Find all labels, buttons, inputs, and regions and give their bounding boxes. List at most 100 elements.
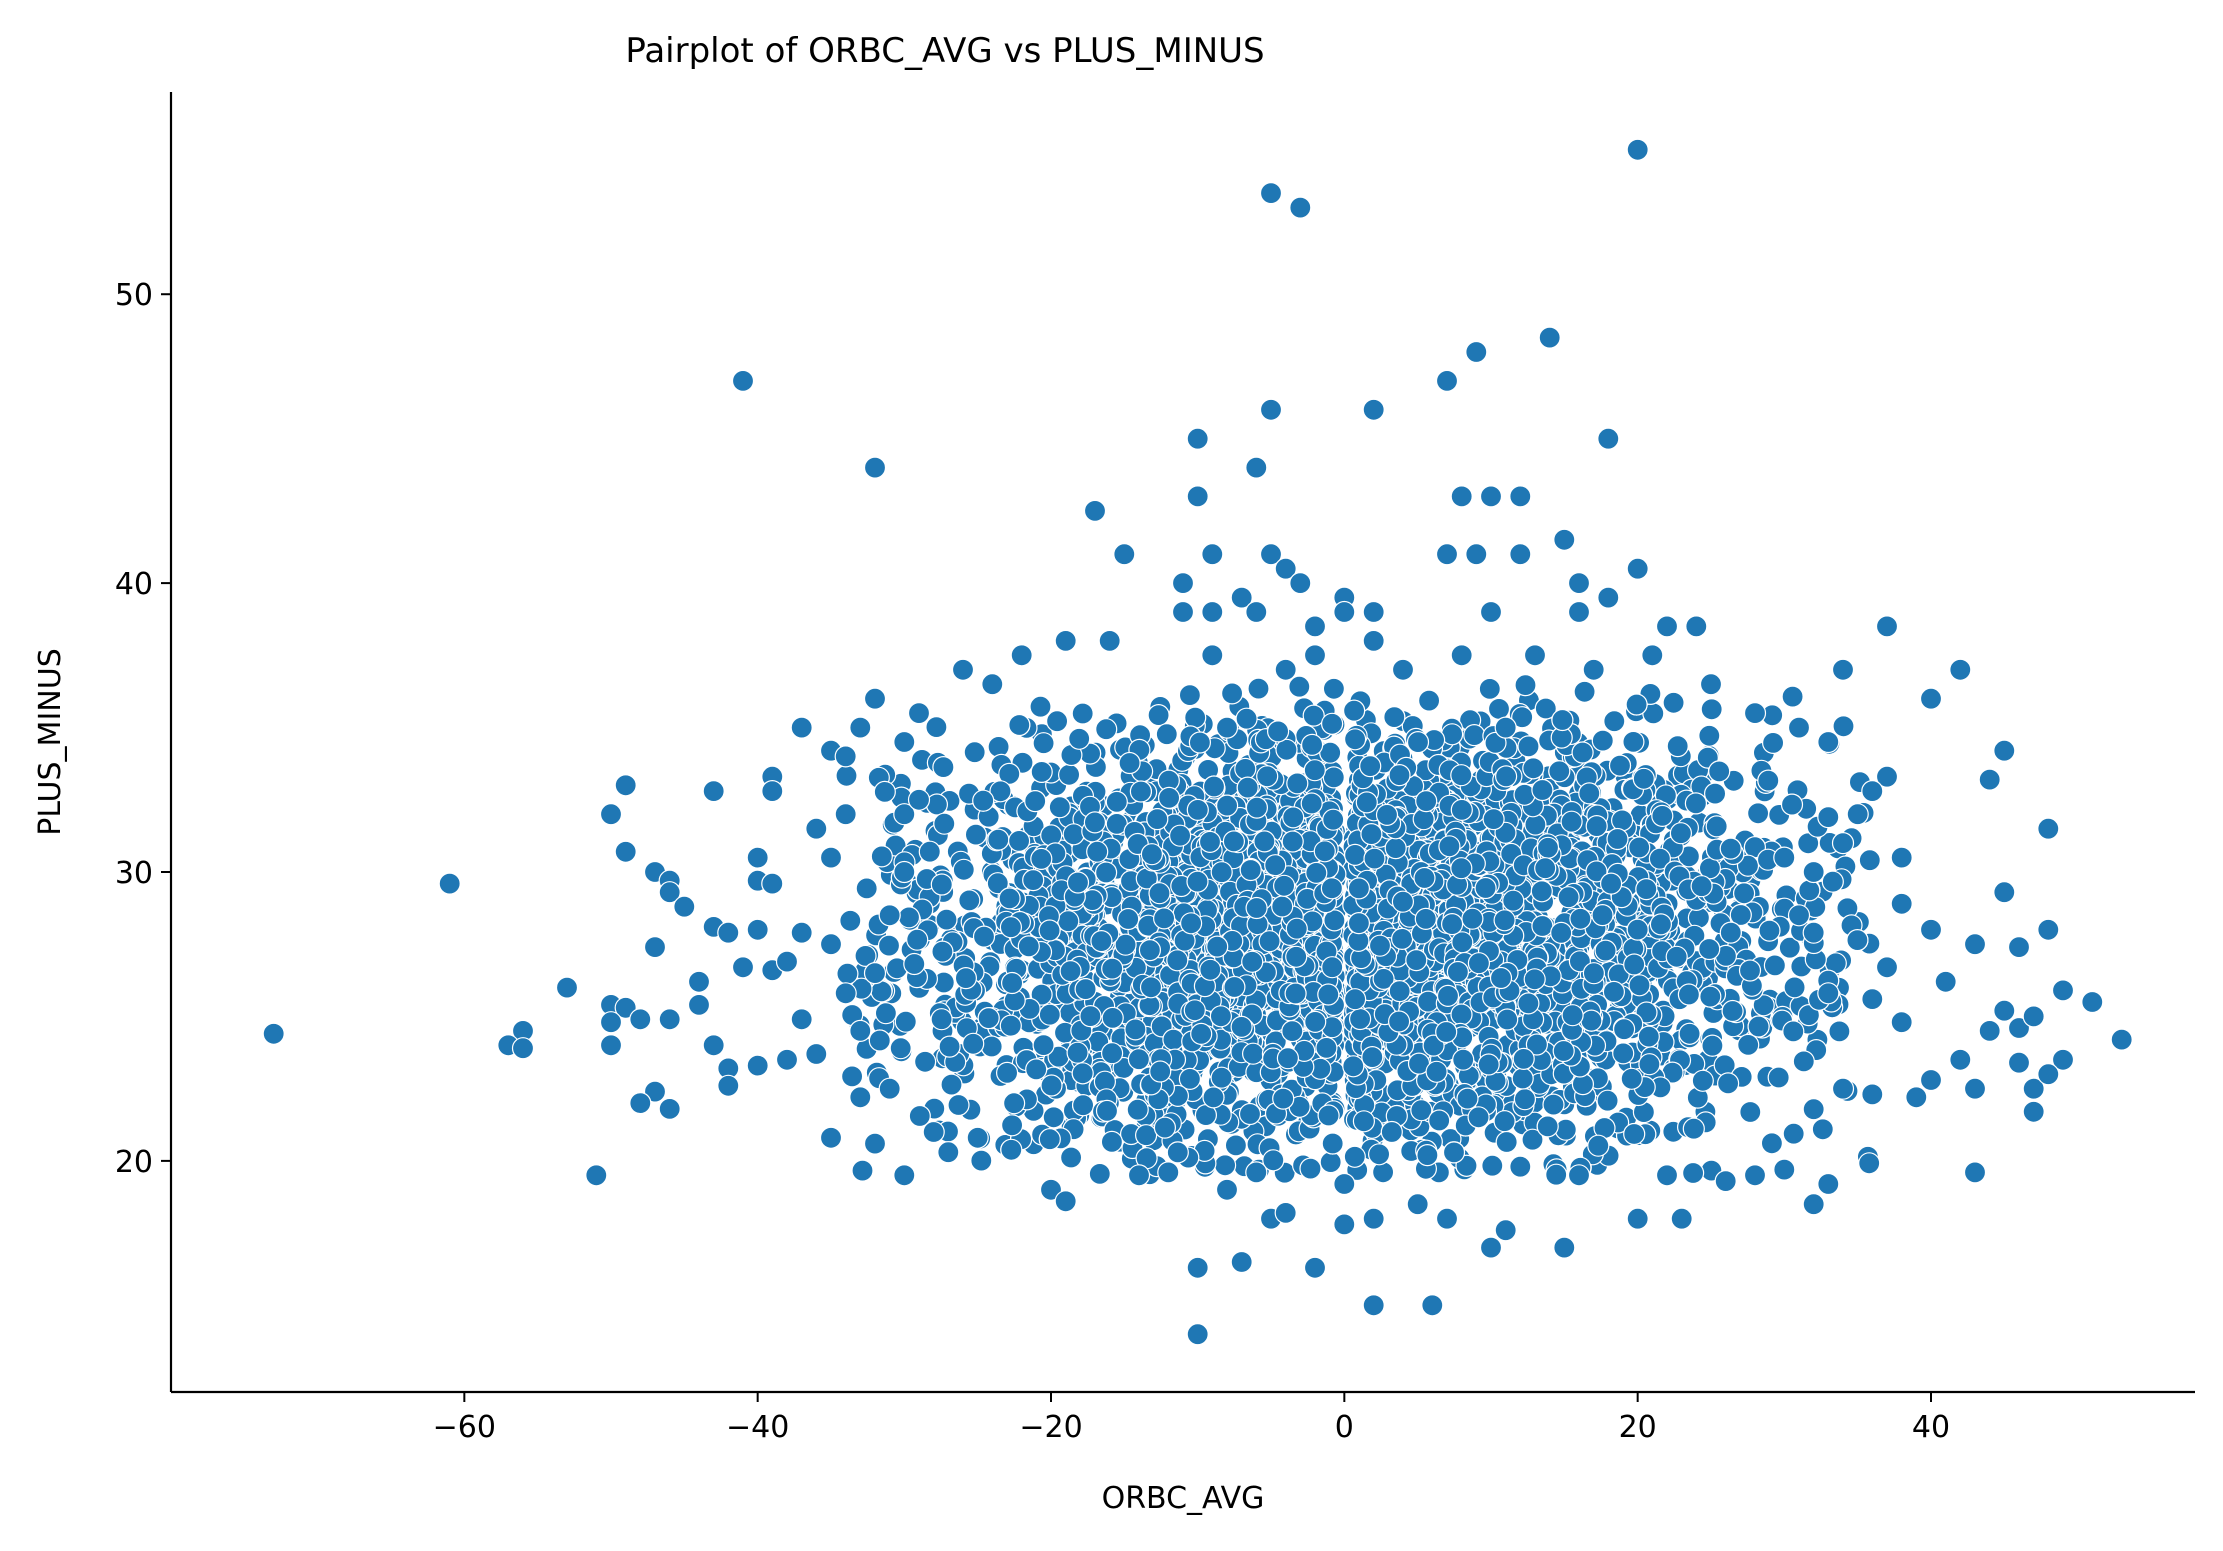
scatter-point bbox=[1083, 499, 1107, 522]
scatter-point bbox=[1763, 954, 1787, 977]
scatter-point bbox=[1272, 1087, 1295, 1110]
scatter-point bbox=[1553, 528, 1576, 551]
scatter-point bbox=[1746, 802, 1770, 825]
scatter-point bbox=[1436, 984, 1460, 1008]
scatter-point bbox=[1038, 1128, 1061, 1151]
scatter-point bbox=[1202, 775, 1226, 798]
scatter-point bbox=[1038, 1003, 1061, 1026]
scatter-point bbox=[1678, 1022, 1701, 1045]
scatter-point bbox=[1241, 1042, 1265, 1065]
scatter-point bbox=[1068, 727, 1091, 750]
scatter-point bbox=[1875, 615, 1899, 638]
scatter-point bbox=[1719, 921, 1742, 944]
scatter-point bbox=[874, 1002, 898, 1025]
scatter-point bbox=[1622, 730, 1645, 754]
scatter-point bbox=[1305, 861, 1328, 885]
scatter-point bbox=[908, 1104, 931, 1128]
scatter-point bbox=[1040, 1074, 1063, 1097]
scatter-point bbox=[1101, 1006, 1124, 1030]
scatter-point bbox=[1435, 543, 1459, 566]
scatter-point bbox=[1509, 485, 1532, 508]
scatter-point bbox=[894, 1010, 917, 1033]
scatter-point bbox=[1367, 1143, 1391, 1166]
scatter-point bbox=[1275, 738, 1298, 761]
scatter-point bbox=[1474, 876, 1497, 900]
scatter-point bbox=[868, 1029, 891, 1052]
scatter-point bbox=[1201, 600, 1224, 624]
scatter-point bbox=[1045, 710, 1069, 733]
scatter-point bbox=[913, 1050, 937, 1073]
scatter-point bbox=[1000, 1138, 1023, 1161]
scatter-point bbox=[1797, 1003, 1821, 1027]
scatter-point bbox=[1669, 822, 1693, 845]
scatter-point bbox=[1638, 1053, 1661, 1076]
scatter-point bbox=[1166, 1141, 1189, 1164]
scatter-point bbox=[1057, 763, 1081, 786]
scatter-point bbox=[1071, 1062, 1094, 1085]
scatter-point bbox=[1090, 929, 1113, 953]
scatter-point bbox=[1171, 571, 1195, 595]
scatter-point bbox=[1452, 1048, 1475, 1071]
scatter-point bbox=[932, 755, 955, 779]
scatter-point bbox=[1186, 798, 1209, 822]
scatter-point bbox=[1416, 1143, 1439, 1167]
scatter-point bbox=[1729, 903, 1752, 927]
scatter-point bbox=[1580, 1009, 1603, 1032]
scatter-point bbox=[1388, 763, 1411, 787]
scatter-point bbox=[1210, 861, 1233, 884]
scatter-point bbox=[1363, 847, 1386, 870]
scatter-point bbox=[1359, 754, 1382, 778]
scatter-point bbox=[999, 916, 1023, 939]
scatter-point bbox=[1691, 1069, 1714, 1092]
scatter-point bbox=[1701, 1034, 1724, 1057]
scatter-point bbox=[1038, 919, 1061, 942]
scatter-point bbox=[1362, 398, 1385, 421]
scatter-point bbox=[1477, 1053, 1500, 1076]
scatter-point bbox=[1274, 557, 1297, 580]
scatter-point bbox=[840, 1065, 864, 1088]
scatter-point bbox=[1390, 927, 1414, 951]
scatter-point bbox=[1343, 1145, 1366, 1168]
scatter-point bbox=[1117, 907, 1140, 931]
scatter-point bbox=[1561, 1004, 1584, 1027]
scatter-point bbox=[1289, 196, 1312, 219]
scatter-point bbox=[1767, 1066, 1790, 1089]
scatter-point bbox=[987, 828, 1010, 851]
scatter-point bbox=[1266, 720, 1290, 743]
scatter-point bbox=[1545, 1163, 1568, 1186]
scatter-point bbox=[1846, 928, 1869, 952]
scatter-point bbox=[1017, 935, 1040, 958]
scatter-point bbox=[1286, 772, 1309, 795]
scatter-point bbox=[1209, 1005, 1233, 1028]
scatter-point bbox=[731, 369, 755, 392]
scatter-point bbox=[1258, 930, 1281, 953]
scatter-point bbox=[958, 889, 981, 912]
scatter-point bbox=[1738, 959, 1762, 982]
scatter-point bbox=[1032, 1033, 1055, 1057]
scatter-point bbox=[1405, 948, 1428, 972]
scatter-point bbox=[1100, 1130, 1124, 1154]
scatter-point bbox=[1343, 988, 1367, 1011]
scatter-point bbox=[1422, 1034, 1445, 1057]
scatter-point bbox=[1168, 824, 1192, 847]
scatter-point bbox=[1048, 796, 1071, 819]
scatter-point bbox=[1030, 983, 1053, 1006]
scatter-point bbox=[1388, 979, 1411, 1003]
scatter-point bbox=[1416, 990, 1440, 1013]
scatter-point bbox=[1681, 1161, 1705, 1185]
scatter-point bbox=[1032, 732, 1055, 755]
scatter-point bbox=[1375, 803, 1399, 827]
scatter-point bbox=[1095, 1099, 1119, 1123]
scatter-point bbox=[1029, 695, 1052, 718]
scatter-point bbox=[930, 873, 953, 896]
scatter-point bbox=[1682, 1117, 1705, 1140]
scatter-point bbox=[972, 925, 996, 948]
scatter-point bbox=[1319, 1150, 1342, 1174]
scatter-point bbox=[1124, 1018, 1147, 1041]
scatter-points bbox=[262, 138, 2133, 1346]
scatter-point bbox=[1352, 1110, 1376, 1133]
scatter-point bbox=[1276, 1047, 1300, 1070]
scatter-point bbox=[1602, 980, 1626, 1004]
scatter-point bbox=[897, 906, 921, 929]
scatter-point bbox=[1259, 182, 1283, 205]
